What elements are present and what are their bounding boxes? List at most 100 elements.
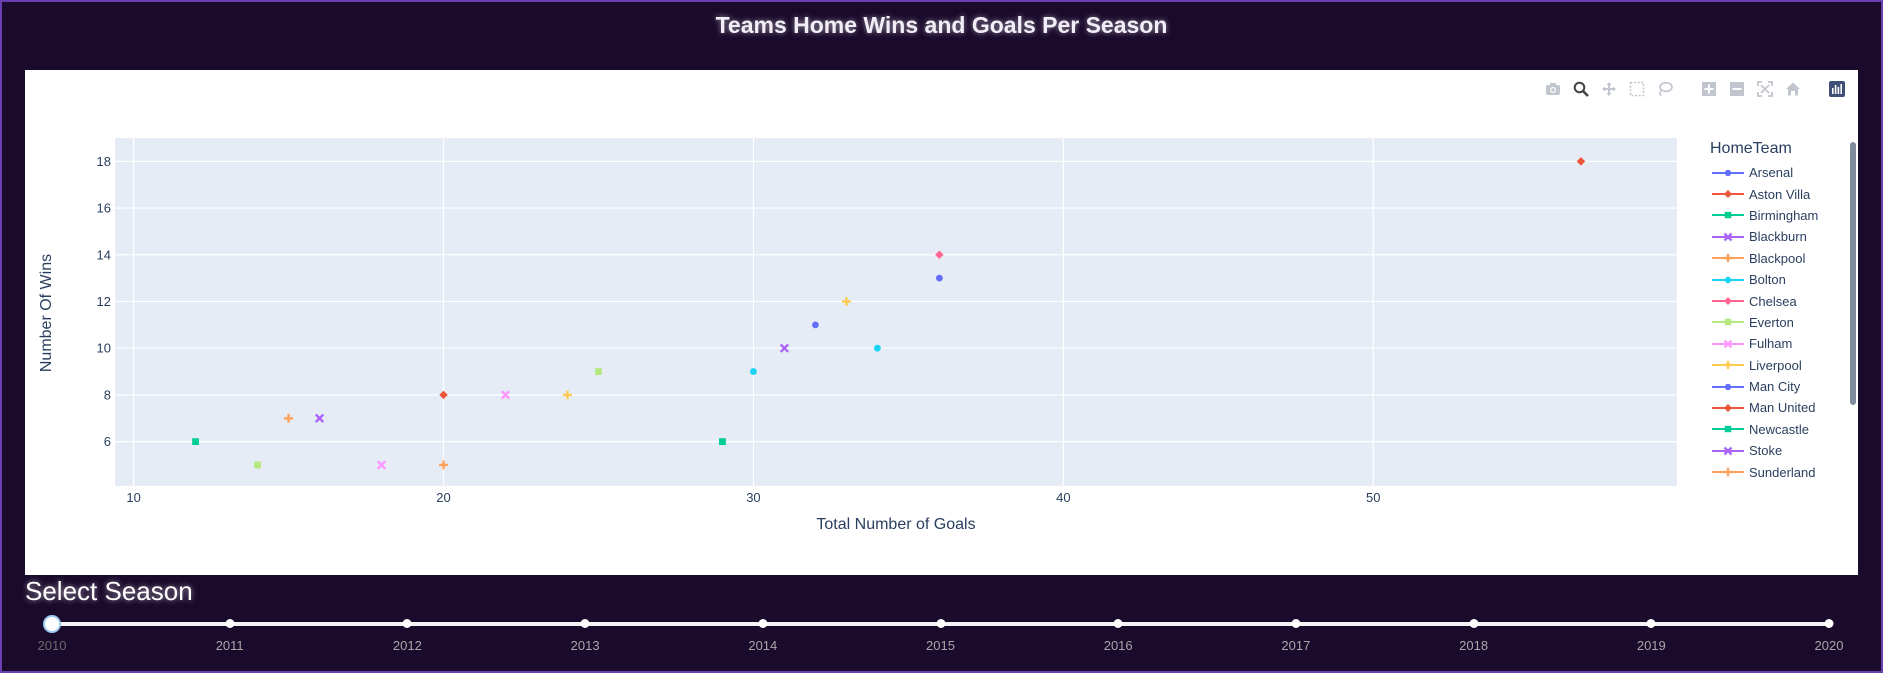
slider-mark-2013[interactable]: 2013 bbox=[570, 638, 600, 653]
data-point-birmingham[interactable] bbox=[719, 438, 726, 446]
y-tick-label: 14 bbox=[97, 247, 111, 262]
data-point-birmingham[interactable] bbox=[192, 438, 199, 446]
legend-item-blackburn[interactable]: Blackburn bbox=[1710, 226, 1840, 247]
data-point-bolton[interactable] bbox=[750, 368, 757, 375]
legend-label: Man United bbox=[1749, 400, 1816, 416]
legend-marker-icon bbox=[1712, 297, 1744, 306]
data-point-arsenal[interactable] bbox=[812, 321, 819, 329]
legend-marker-icon bbox=[1712, 169, 1744, 176]
legend-label: Everton bbox=[1749, 314, 1794, 330]
plotly-logo-icon[interactable] bbox=[1826, 79, 1848, 99]
chart-panel: 10 20 30 40 50 6 8 10 12 14 16 18 Number Of Wins To… bbox=[25, 70, 1858, 575]
box-select-icon[interactable] bbox=[1626, 79, 1648, 99]
legend-label: Blackpool bbox=[1749, 250, 1806, 266]
lasso-select-icon[interactable] bbox=[1654, 79, 1676, 99]
season-slider-stop-2015[interactable] bbox=[936, 619, 945, 628]
season-slider-handle[interactable] bbox=[43, 615, 61, 633]
legend-item-man-united[interactable]: Man United bbox=[1710, 397, 1840, 418]
x-tick-label: 50 bbox=[1366, 490, 1380, 505]
x-tick-label: 20 bbox=[436, 490, 450, 505]
camera-icon[interactable] bbox=[1542, 79, 1564, 99]
legend-marker-icon bbox=[1712, 467, 1744, 477]
zoom-in-icon[interactable] bbox=[1698, 79, 1720, 99]
legend-item-aston-villa[interactable]: Aston Villa bbox=[1710, 183, 1840, 204]
plot-area[interactable] bbox=[115, 138, 1677, 486]
legend-marker-icon bbox=[1712, 276, 1744, 283]
data-point-blackburn[interactable] bbox=[779, 343, 790, 353]
legend-label: Liverpool bbox=[1749, 357, 1802, 373]
slider-mark-2011[interactable]: 2011 bbox=[215, 638, 244, 653]
zoom-icon[interactable] bbox=[1570, 79, 1592, 99]
zoom-out-icon[interactable] bbox=[1726, 79, 1748, 99]
data-point-aston-villa[interactable] bbox=[1576, 157, 1586, 166]
legend-item-bolton[interactable]: Bolton bbox=[1710, 269, 1840, 290]
slider-mark-2015[interactable]: 2015 bbox=[926, 638, 955, 653]
legend-item-stoke[interactable]: Stoke bbox=[1710, 440, 1840, 461]
season-slider-stop-2012[interactable] bbox=[402, 619, 412, 628]
season-slider-stop-2014[interactable] bbox=[758, 619, 768, 628]
data-point-blackburn[interactable] bbox=[314, 413, 325, 423]
data-point-everton[interactable] bbox=[595, 368, 602, 375]
x-tick-label: 10 bbox=[126, 490, 140, 505]
season-slider-stop-2019[interactable] bbox=[1646, 619, 1656, 628]
legend-item-everton[interactable]: Everton bbox=[1710, 312, 1840, 333]
legend-marker-icon bbox=[1712, 383, 1744, 390]
data-point-arsenal[interactable] bbox=[935, 274, 943, 282]
y-tick-label: 8 bbox=[104, 387, 111, 402]
reset-axes-icon[interactable] bbox=[1782, 79, 1804, 99]
season-slider-stop-2017[interactable] bbox=[1291, 619, 1301, 628]
legend-marker-icon bbox=[1712, 190, 1744, 199]
slider-mark-2010[interactable]: 2010 bbox=[37, 638, 67, 653]
legend-item-blackpool[interactable]: Blackpool bbox=[1710, 248, 1840, 269]
legend: HomeTeam Arsenal Aston Villa Birmingham Bla… bbox=[1710, 140, 1840, 483]
legend-item-newcastle[interactable]: Newcastle bbox=[1710, 419, 1840, 440]
data-point-blackpool[interactable] bbox=[284, 413, 293, 423]
legend-label: Chelsea bbox=[1749, 293, 1797, 309]
legend-scrollbar[interactable] bbox=[1850, 142, 1856, 405]
season-slider-stop-2013[interactable] bbox=[580, 619, 590, 628]
slider-mark-2020[interactable]: 2020 bbox=[1814, 638, 1844, 653]
slider-mark-2019[interactable]: 2019 bbox=[1636, 638, 1666, 653]
legend-marker-icon bbox=[1712, 403, 1744, 412]
legend-marker-icon bbox=[1712, 446, 1744, 456]
data-point-chelsea[interactable] bbox=[935, 250, 944, 260]
data-point-fulham[interactable] bbox=[376, 460, 387, 470]
legend-label: Arsenal bbox=[1749, 165, 1794, 181]
slider-mark-2014[interactable]: 2014 bbox=[748, 638, 778, 653]
slider-mark-2012[interactable]: 2012 bbox=[392, 638, 422, 653]
data-point-aston-villa[interactable] bbox=[439, 390, 448, 400]
season-slider-stop-2016[interactable] bbox=[1113, 619, 1123, 628]
slider-mark-2017[interactable]: 2017 bbox=[1281, 638, 1311, 653]
legend-item-sunderland[interactable]: Sunderland bbox=[1710, 461, 1840, 482]
legend-label: Stoke bbox=[1749, 443, 1783, 459]
scatter-plot[interactable]: 10 20 30 40 50 6 8 10 12 14 16 18 bbox=[25, 70, 1858, 575]
slider-mark-2016[interactable]: 2016 bbox=[1103, 638, 1133, 653]
data-point-liverpool[interactable] bbox=[841, 297, 851, 306]
slider-mark-2018[interactable]: 2018 bbox=[1459, 638, 1489, 653]
data-point-blackpool[interactable] bbox=[439, 460, 448, 470]
y-tick-label: 16 bbox=[97, 201, 111, 216]
legend-item-arsenal[interactable]: Arsenal bbox=[1710, 162, 1840, 183]
season-slider-stop-2018[interactable] bbox=[1469, 619, 1479, 628]
data-point-everton[interactable] bbox=[254, 461, 261, 469]
pan-icon[interactable] bbox=[1598, 79, 1620, 99]
page-title: Teams Home Wins and Goals Per Season bbox=[715, 12, 1168, 38]
legend-item-man-city[interactable]: Man City bbox=[1710, 376, 1840, 397]
legend-item-fulham[interactable]: Fulham bbox=[1710, 333, 1840, 354]
legend-item-chelsea[interactable]: Chelsea bbox=[1710, 290, 1840, 311]
season-slider-stop-2020[interactable] bbox=[1824, 619, 1834, 628]
data-point-liverpool[interactable] bbox=[563, 390, 572, 400]
data-point-fulham[interactable] bbox=[500, 390, 511, 400]
y-tick-label: 6 bbox=[104, 434, 111, 449]
legend-item-liverpool[interactable]: Liverpool bbox=[1710, 355, 1840, 376]
legend-marker-icon bbox=[1712, 319, 1744, 326]
legend-item-birmingham[interactable]: Birmingham bbox=[1710, 205, 1840, 226]
slider-label: Select Season bbox=[25, 576, 193, 606]
season-slider-stop-2011[interactable] bbox=[225, 619, 235, 628]
autoscale-icon[interactable] bbox=[1754, 79, 1776, 99]
x-tick-label: 30 bbox=[746, 490, 760, 505]
y-tick-label: 12 bbox=[97, 294, 111, 309]
data-point-bolton[interactable] bbox=[874, 344, 881, 352]
modebar bbox=[1542, 79, 1848, 99]
legend-marker-icon bbox=[1712, 212, 1744, 219]
